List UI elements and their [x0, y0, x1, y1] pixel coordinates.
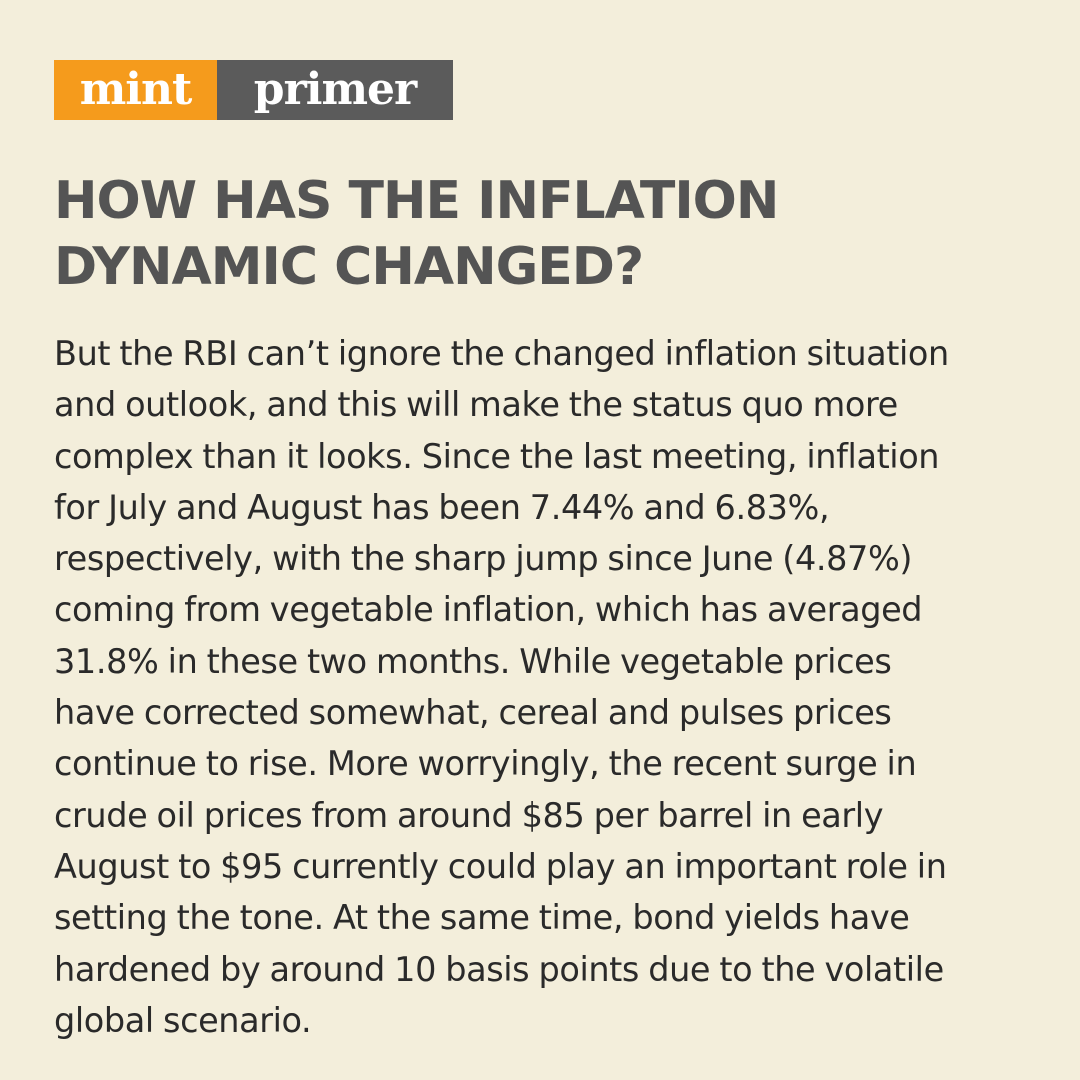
- headline: HOW HAS THE INFLATION DYNAMIC CHANGED?: [54, 168, 1034, 300]
- body-line: But the RBI can’t ignore the changed inf…: [54, 334, 949, 373]
- body-line: and outlook, and this will make the stat…: [54, 385, 898, 425]
- body-paragraph: But the RBI can’t ignore the changed inf…: [54, 328, 1044, 1046]
- logo-primer-block: primer: [217, 60, 453, 120]
- logo-mint-block: mint: [54, 60, 217, 120]
- body-line: global scenario.: [54, 1000, 312, 1040]
- body-line: coming from vegetable inflation, which h…: [54, 590, 923, 630]
- body-line: for July and August has been 7.44% and 6…: [54, 487, 830, 527]
- body-line: respectively, with the sharp jump since …: [54, 539, 913, 579]
- body-line: continue to rise. More worryingly, the r…: [54, 744, 917, 784]
- body-line: crude oil prices from around $85 per bar…: [54, 795, 884, 835]
- mint-primer-logo: mint primer: [54, 60, 453, 120]
- body-line: August to $95 currently could play an im…: [54, 846, 947, 886]
- headline-line: HOW HAS THE INFLATION: [54, 171, 779, 231]
- body-line: complex than it looks. Since the last me…: [54, 436, 940, 476]
- body-line: 31.8% in these two months. While vegetab…: [54, 641, 892, 681]
- body-line: have corrected somewhat, cereal and puls…: [54, 693, 892, 733]
- body-line: hardened by around 10 basis points due t…: [54, 949, 944, 989]
- headline-line: DYNAMIC CHANGED?: [54, 237, 644, 297]
- body-line: setting the tone. At the same time, bond…: [54, 898, 910, 938]
